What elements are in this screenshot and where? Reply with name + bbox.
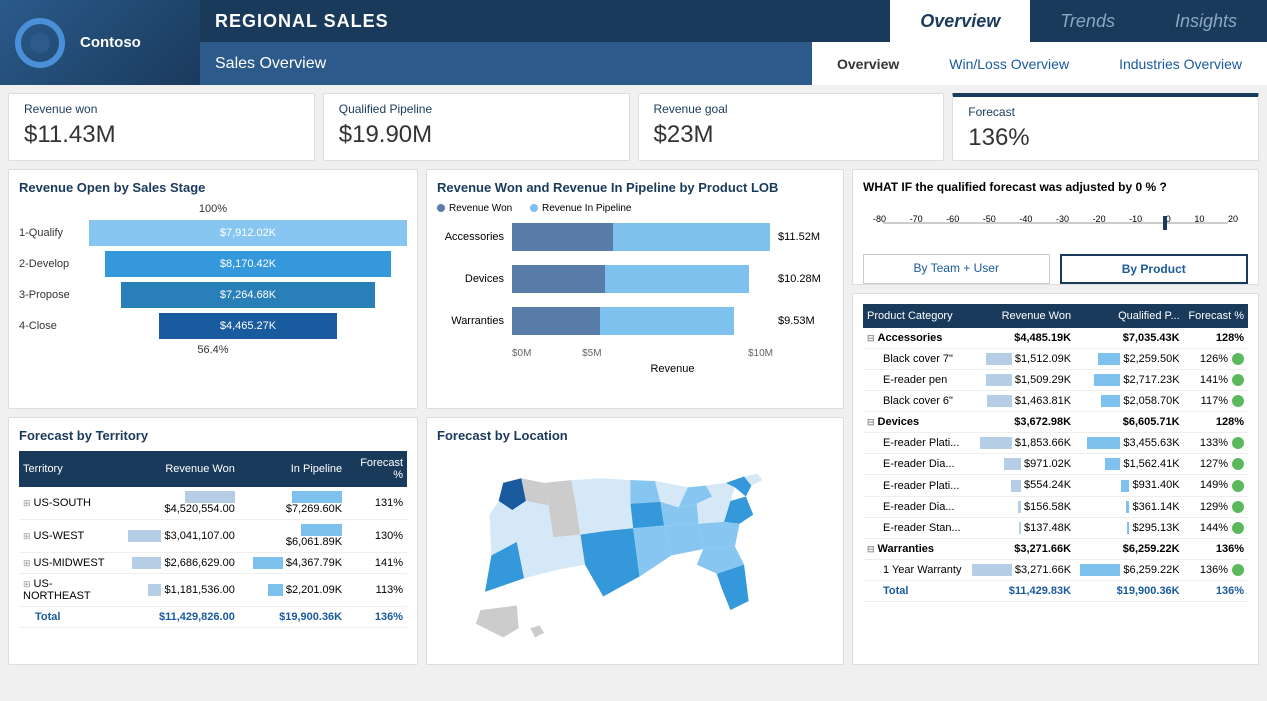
funnel-row[interactable]: 1-Qualify $7,912.02K — [19, 219, 407, 247]
tab-insights[interactable]: Insights — [1145, 0, 1267, 42]
territory-table[interactable]: Territory Revenue Won In Pipeline Foreca… — [19, 451, 407, 628]
territory-panel: Forecast by Territory Territory Revenue … — [8, 417, 418, 665]
map-panel: Forecast by Location — [426, 417, 844, 665]
table-row[interactable]: ⊞US-SOUTH $4,520,554.00 $7,269.60K 131% — [19, 487, 407, 520]
status-dot-icon — [1232, 522, 1244, 534]
brand-name: Contoso — [80, 34, 141, 51]
logo-section: Contoso — [0, 0, 200, 85]
table-row[interactable]: Black cover 7" $1,512.09K $2,259.50K 126… — [863, 349, 1248, 370]
table-row[interactable]: E-reader Plati... $554.24K $931.40K 149% — [863, 475, 1248, 496]
whatif-panel: WHAT IF the qualified forecast was adjus… — [852, 169, 1259, 285]
table-row[interactable]: 1 Year Warranty $3,271.66K $6,259.22K 13… — [863, 559, 1248, 580]
table-row[interactable]: ⊞US-NORTHEAST $1,181,536.00 $2,201.09K 1… — [19, 574, 407, 607]
expand-icon[interactable]: ⊞ — [23, 558, 31, 568]
collapse-icon[interactable]: ⊟ — [867, 333, 875, 343]
collapse-icon[interactable]: ⊟ — [867, 417, 875, 427]
subtab-winloss[interactable]: Win/Loss Overview — [924, 42, 1094, 85]
stacked-row[interactable]: Devices $10.28M — [437, 264, 833, 294]
subtab-overview[interactable]: Overview — [812, 42, 924, 85]
collapse-icon[interactable]: ⊟ — [867, 544, 875, 554]
funnel-row[interactable]: 2-Develop $8,170.42K — [19, 250, 407, 278]
stacked-row[interactable]: Accessories $11.52M — [437, 222, 833, 252]
kpi-revenue-won[interactable]: Revenue won $11.43M — [8, 93, 315, 161]
whatif-slider[interactable]: -80-70-60-50-40-30-20-1001020 — [863, 214, 1248, 244]
stacked-row[interactable]: Warranties $9.53M — [437, 306, 833, 336]
funnel-row[interactable]: 3-Propose $7,264.68K — [19, 281, 407, 309]
kpi-forecast[interactable]: Forecast 136% — [952, 93, 1259, 161]
logo-icon — [15, 18, 65, 68]
expand-icon[interactable]: ⊞ — [23, 498, 31, 508]
table-row[interactable]: E-reader pen $1,509.29K $2,717.23K 141% — [863, 370, 1248, 391]
status-dot-icon — [1232, 501, 1244, 513]
table-row[interactable]: Black cover 6" $1,463.81K $2,058.70K 117… — [863, 391, 1248, 412]
total-row: Total $11,429,826.00 $19,900.36K 136% — [19, 607, 407, 628]
status-dot-icon — [1232, 353, 1244, 365]
kpi-revenue-goal[interactable]: Revenue goal $23M — [638, 93, 945, 161]
status-dot-icon — [1232, 458, 1244, 470]
kpi-qualified-pipeline[interactable]: Qualified Pipeline $19.90M — [323, 93, 630, 161]
product-table-panel: Product Category Revenue Won Qualified P… — [852, 293, 1259, 665]
kpi-row: Revenue won $11.43M Qualified Pipeline $… — [0, 85, 1267, 169]
subtab-industries[interactable]: Industries Overview — [1094, 42, 1267, 85]
funnel-panel: Revenue Open by Sales Stage 100% 1-Quali… — [8, 169, 418, 409]
status-dot-icon — [1232, 437, 1244, 449]
status-dot-icon — [1232, 480, 1244, 492]
table-group-row[interactable]: ⊟Warranties $3,271.66K$6,259.22K136% — [863, 538, 1248, 559]
page-title: REGIONAL SALES — [200, 11, 389, 32]
expand-icon[interactable]: ⊞ — [23, 531, 31, 541]
table-row[interactable]: ⊞US-MIDWEST $2,686,629.00 $4,367.79K 141… — [19, 553, 407, 574]
lob-panel: Revenue Won and Revenue In Pipeline by P… — [426, 169, 844, 409]
table-group-row[interactable]: ⊟Devices $3,672.98K$6,605.71K128% — [863, 412, 1248, 433]
table-row[interactable]: ⊞US-WEST $3,041,107.00 $6,061.89K 130% — [19, 520, 407, 553]
tab-overview[interactable]: Overview — [890, 0, 1030, 42]
sub-tabs: Overview Win/Loss Overview Industries Ov… — [812, 42, 1267, 85]
toggle-product[interactable]: By Product — [1060, 254, 1249, 284]
main-tabs: Overview Trends Insights — [890, 0, 1267, 42]
table-group-row[interactable]: ⊟Accessories $4,485.19K$7,035.43K128% — [863, 328, 1248, 349]
table-row[interactable]: E-reader Dia... $156.58K $361.14K 129% — [863, 496, 1248, 517]
status-dot-icon — [1232, 395, 1244, 407]
status-dot-icon — [1232, 564, 1244, 576]
funnel-row[interactable]: 4-Close $4,465.27K — [19, 312, 407, 340]
header: Contoso REGIONAL SALES Overview Trends I… — [0, 0, 1267, 85]
expand-icon[interactable]: ⊞ — [23, 579, 31, 589]
table-row[interactable]: E-reader Plati... $1,853.66K $3,455.63K … — [863, 433, 1248, 454]
total-row: Total $11,429.83K $19,900.36K 136% — [863, 580, 1248, 601]
product-table[interactable]: Product Category Revenue Won Qualified P… — [863, 304, 1248, 602]
table-row[interactable]: E-reader Dia... $971.02K $1,562.41K 127% — [863, 454, 1248, 475]
toggle-team[interactable]: By Team + User — [863, 254, 1050, 284]
tab-trends[interactable]: Trends — [1030, 0, 1145, 42]
page-subtitle: Sales Overview — [200, 55, 326, 73]
usa-map[interactable] — [437, 451, 833, 651]
status-dot-icon — [1232, 374, 1244, 386]
table-row[interactable]: E-reader Stan... $137.48K $295.13K 144% — [863, 517, 1248, 538]
